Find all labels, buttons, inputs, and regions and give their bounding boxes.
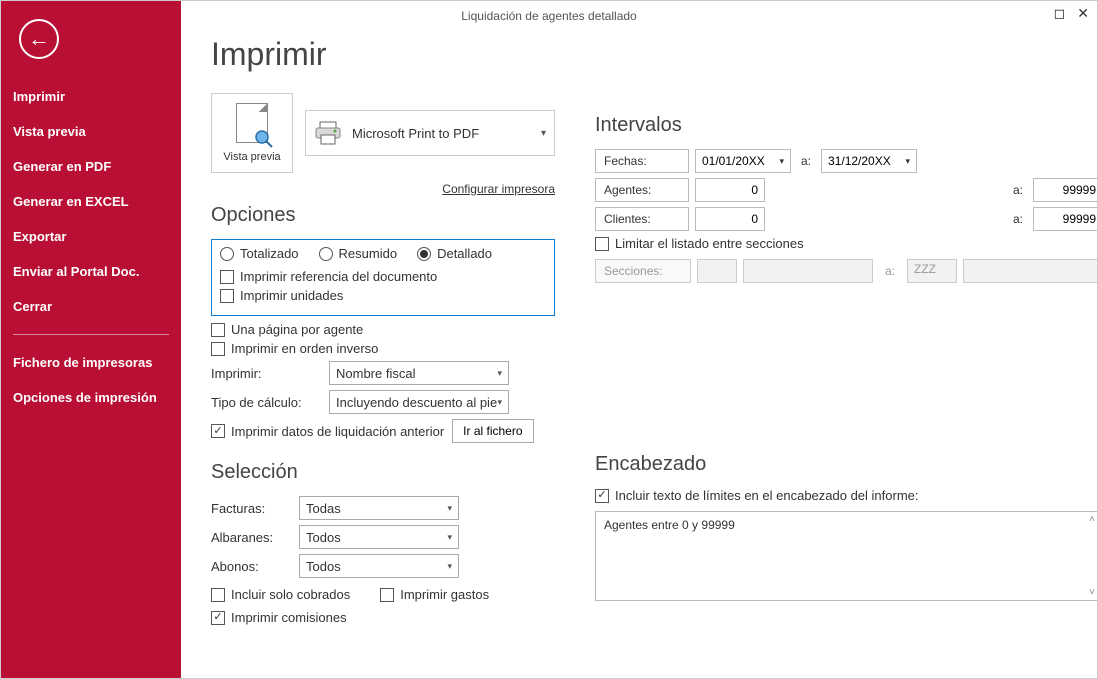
albaranes-label: Albaranes: (211, 530, 291, 545)
abonos-label: Abonos: (211, 559, 291, 574)
sidebar: ← Imprimir Vista previa Generar en PDF G… (1, 1, 181, 678)
printer-name: Microsoft Print to PDF (352, 126, 541, 141)
checkbox-icon (220, 270, 234, 284)
page-preview-icon (234, 103, 270, 147)
radio-detallado[interactable]: Detallado (417, 246, 492, 261)
albaranes-select[interactable]: Todos▾ (299, 525, 459, 549)
imprimir-select[interactable]: Nombre fiscal▾ (329, 361, 509, 385)
encabezado-heading: Encabezado (595, 453, 1097, 476)
chk-solo-cobrados[interactable]: Incluir solo cobrados (211, 587, 350, 602)
encabezado-textarea[interactable]: Agentes entre 0 y 99999 ˄ ˅ (595, 511, 1097, 601)
scroll-down-icon[interactable]: ˅ (1084, 587, 1097, 598)
tipo-calculo-label: Tipo de cálculo: (211, 395, 321, 410)
vista-previa-label: Vista previa (223, 151, 280, 163)
sidebar-item-cerrar[interactable]: Cerrar (1, 289, 181, 324)
clientes-from-input[interactable] (702, 212, 758, 226)
chk-datos-liquidacion-anterior[interactable]: Imprimir datos de liquidación anterior (211, 424, 444, 439)
clientes-label: Clientes: (595, 207, 689, 231)
checkbox-icon (211, 323, 225, 337)
close-icon[interactable]: ✕ (1077, 5, 1089, 22)
chevron-down-icon: ▾ (447, 532, 452, 543)
secciones-to-input (908, 260, 956, 278)
sidebar-item-opciones-impresion[interactable]: Opciones de impresión (1, 380, 181, 415)
sidebar-item-generar-pdf[interactable]: Generar en PDF (1, 149, 181, 184)
abonos-select[interactable]: Todos▾ (299, 554, 459, 578)
secciones-from-input (698, 260, 736, 278)
ir-al-fichero-button[interactable]: Ir al fichero (452, 419, 533, 443)
facturas-label: Facturas: (211, 501, 291, 516)
agentes-from-input[interactable] (702, 183, 758, 197)
opciones-heading: Opciones (211, 204, 555, 227)
chk-imprimir-unidades[interactable]: Imprimir unidades (220, 288, 546, 303)
imprimir-label: Imprimir: (211, 366, 321, 381)
clientes-to-input[interactable] (1040, 212, 1096, 226)
page-title: Imprimir (211, 36, 555, 73)
checkbox-icon (380, 588, 394, 602)
checkbox-icon (211, 611, 225, 625)
fechas-label: Fechas: (595, 149, 689, 173)
sidebar-item-enviar-portal[interactable]: Enviar al Portal Doc. (1, 254, 181, 289)
tipo-calculo-select[interactable]: Incluyendo descuento al pie▾ (329, 390, 509, 414)
radio-icon (417, 247, 431, 261)
back-button[interactable]: ← (19, 19, 59, 59)
chk-imprimir-referencia[interactable]: Imprimir referencia del documento (220, 269, 546, 284)
radio-icon (319, 247, 333, 261)
checkbox-icon (211, 342, 225, 356)
checkbox-icon (220, 289, 234, 303)
configure-printer-link[interactable]: Configurar impresora (442, 182, 555, 196)
radio-totalizado[interactable]: Totalizado (220, 246, 299, 261)
agentes-label: Agentes: (595, 178, 689, 202)
radio-resumido[interactable]: Resumido (319, 246, 398, 261)
radio-icon (220, 247, 234, 261)
chk-orden-inverso[interactable]: Imprimir en orden inverso (211, 341, 555, 356)
maximize-icon[interactable]: ◻ (1054, 5, 1066, 22)
chk-una-pagina-agente[interactable]: Una página por agente (211, 322, 555, 337)
checkbox-icon (211, 424, 225, 438)
secciones-to-desc-input (964, 260, 1097, 278)
encabezado-text: Agentes entre 0 y 99999 (604, 518, 735, 532)
opciones-highlight-box: Totalizado Resumido Detallado Imprimir r… (211, 239, 555, 316)
chevron-down-icon: ▾ (447, 503, 452, 514)
secciones-label: Secciones: (595, 259, 691, 283)
checkbox-icon (595, 489, 609, 503)
sidebar-item-exportar[interactable]: Exportar (1, 219, 181, 254)
chk-limitar-secciones[interactable]: Limitar el listado entre secciones (595, 236, 1097, 251)
a-label: a: (801, 154, 811, 168)
sidebar-item-imprimir[interactable]: Imprimir (1, 79, 181, 114)
back-arrow-icon: ← (28, 26, 50, 52)
chevron-down-icon[interactable]: ▾ (901, 156, 910, 167)
printer-icon (314, 120, 342, 146)
content-area: Imprimir Vista previa Microsoft Print to… (181, 1, 1097, 678)
secciones-from-desc-input (744, 260, 872, 278)
a-label: a: (1013, 183, 1023, 197)
agentes-to-input[interactable] (1040, 183, 1096, 197)
a-label: a: (885, 264, 895, 278)
fecha-from-input[interactable] (702, 154, 775, 168)
chk-incluir-texto-limites[interactable]: Incluir texto de límites en el encabezad… (595, 488, 1097, 503)
chevron-down-icon[interactable]: ▾ (775, 156, 784, 167)
sidebar-item-vista-previa[interactable]: Vista previa (1, 114, 181, 149)
chk-imprimir-gastos[interactable]: Imprimir gastos (380, 587, 489, 602)
checkbox-icon (211, 588, 225, 602)
printer-drop-icon: ▾ (541, 128, 546, 139)
chk-imprimir-comisiones[interactable]: Imprimir comisiones (211, 610, 555, 625)
printer-select[interactable]: Microsoft Print to PDF ▾ (305, 110, 555, 156)
seleccion-heading: Selección (211, 461, 555, 484)
scroll-up-icon[interactable]: ˄ (1084, 514, 1097, 525)
sidebar-item-fichero-impresoras[interactable]: Fichero de impresoras (1, 345, 181, 380)
chevron-down-icon: ▾ (497, 368, 502, 379)
vista-previa-button[interactable]: Vista previa (211, 93, 293, 173)
chevron-down-icon: ▾ (497, 397, 502, 408)
chevron-down-icon: ▾ (447, 561, 452, 572)
fecha-to-input[interactable] (828, 154, 901, 168)
intervalos-heading: Intervalos (595, 114, 1097, 137)
checkbox-icon (595, 237, 609, 251)
sidebar-item-generar-excel[interactable]: Generar en EXCEL (1, 184, 181, 219)
facturas-select[interactable]: Todas▾ (299, 496, 459, 520)
sidebar-divider (13, 334, 169, 335)
a-label: a: (1013, 212, 1023, 226)
